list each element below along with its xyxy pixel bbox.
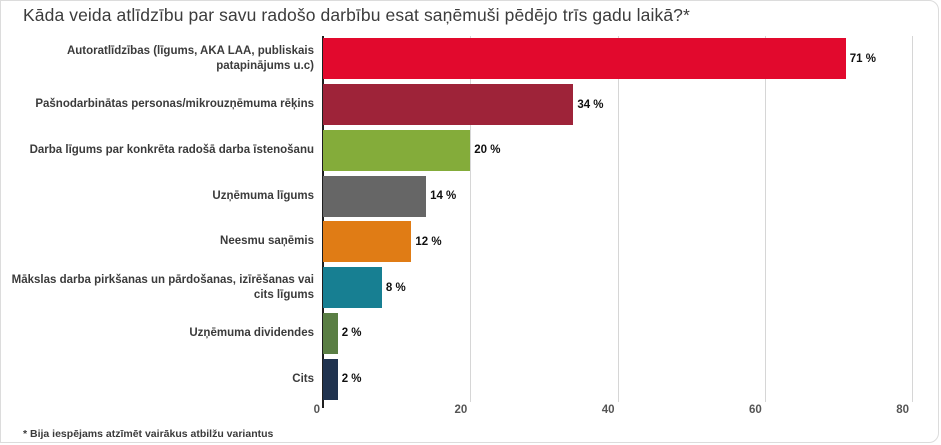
- value-label: 8 %: [385, 281, 406, 294]
- bar: [323, 84, 574, 126]
- bar: [323, 129, 471, 171]
- bar-track: 12 %: [323, 219, 912, 265]
- bar-rows: Autoratlīdzības (līgums, AKA LAA, publis…: [1, 36, 912, 402]
- bar: [323, 175, 427, 217]
- chart-row: Uzņēmuma dividendes 2 %: [1, 311, 912, 357]
- bar-track: 8 %: [323, 265, 912, 311]
- chart-row: Neesmu saņēmis 12 %: [1, 219, 912, 265]
- bar: [323, 358, 338, 400]
- value-label: 71 %: [849, 52, 876, 65]
- x-tick-label: 20: [454, 404, 468, 416]
- value-label: 20 %: [474, 144, 501, 157]
- x-tick-label: 60: [748, 404, 762, 416]
- category-label: Uzņēmuma līgums: [212, 189, 314, 202]
- bar-track: 71 %: [323, 36, 912, 82]
- category-label: Mākslas darba pirkšanas un pārdošanas, i…: [11, 273, 314, 301]
- value-label: 2 %: [341, 327, 362, 340]
- x-tick-label: 40: [601, 404, 615, 416]
- category-label: Uzņēmuma dividendes: [189, 326, 314, 339]
- category-label: Cits: [292, 372, 314, 385]
- bar-track: 34 %: [323, 82, 912, 128]
- bar: [323, 38, 846, 80]
- x-axis-ticks: 0 20 40 60 80: [314, 404, 912, 418]
- category-label: Neesmu saņēmis: [220, 235, 314, 248]
- chart-row: Darba līgums par konkrēta radošā darba ī…: [1, 128, 912, 174]
- chart-row: Uzņēmuma līgums 14 %: [1, 173, 912, 219]
- bar: [323, 312, 338, 354]
- footnote: * Bija iespējams atzīmēt vairākus atbilž…: [23, 428, 274, 440]
- gridline: [912, 36, 913, 402]
- chart-title: Kāda veida atlīdzību par savu radošo dar…: [23, 5, 690, 25]
- category-label: Darba līgums par konkrēta radošā darba ī…: [29, 143, 314, 156]
- value-label: 14 %: [430, 190, 457, 203]
- x-tick-label: 0: [313, 404, 320, 416]
- bar-track: 14 %: [323, 173, 912, 219]
- category-label: Pašnodarbinātas personas/mikrouzņēmuma r…: [35, 98, 314, 111]
- chart-row: Pašnodarbinātas personas/mikrouzņēmuma r…: [1, 82, 912, 128]
- bar-track: 20 %: [323, 128, 912, 174]
- bar: [323, 267, 382, 309]
- bar: [323, 221, 412, 263]
- bar-track: 2 %: [323, 311, 912, 357]
- value-label: 34 %: [577, 98, 604, 111]
- value-label: 2 %: [341, 373, 362, 386]
- category-label: Autoratlīdzības (līgums, AKA LAA, publis…: [66, 44, 314, 72]
- chart-row: Autoratlīdzības (līgums, AKA LAA, publis…: [1, 36, 912, 82]
- bar-track: 2 %: [323, 356, 912, 402]
- chart-row: Mākslas darba pirkšanas un pārdošanas, i…: [1, 265, 912, 311]
- value-label: 12 %: [415, 235, 442, 248]
- x-tick-label: 80: [896, 404, 909, 416]
- chart-row: Cits 2 %: [1, 356, 912, 402]
